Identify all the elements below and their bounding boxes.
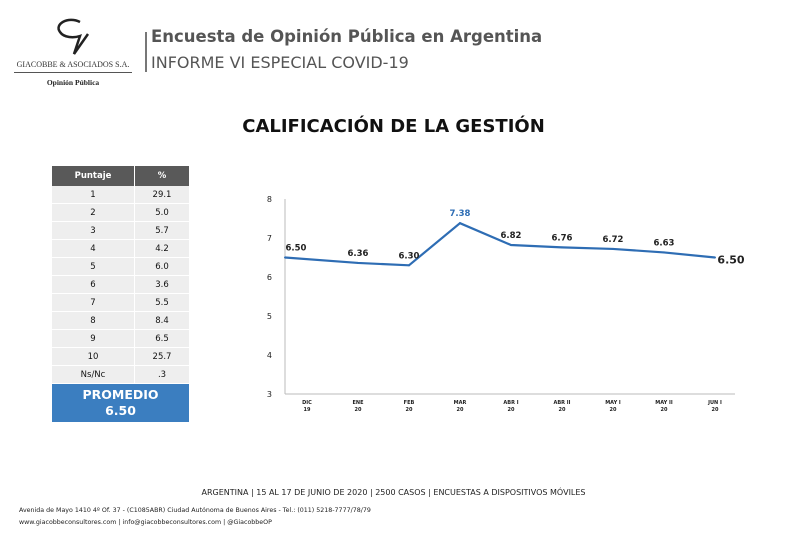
x-tick-label: JUN I xyxy=(707,400,722,406)
x-tick-label: 20 xyxy=(508,407,515,413)
score-cell: 5 xyxy=(52,257,135,276)
table-row: 4 4.2 xyxy=(52,239,190,258)
y-tick-label: 5 xyxy=(267,312,272,321)
header-divider xyxy=(145,32,147,72)
percent-cell: 8.4 xyxy=(134,311,190,330)
table-row: 2 5.0 xyxy=(52,203,190,222)
x-tick-label: 20 xyxy=(406,407,413,413)
score-cell: 1 xyxy=(52,186,135,204)
percent-cell: 25.7 xyxy=(134,347,190,366)
data-label: 6.76 xyxy=(552,233,573,243)
data-label: 6.63 xyxy=(654,238,675,248)
percent-cell: 5.5 xyxy=(134,293,190,312)
x-tick-label: FEB xyxy=(404,400,415,406)
table-row: Ns/Nc .3 xyxy=(52,365,190,384)
data-point xyxy=(357,261,359,264)
series-line xyxy=(284,221,716,267)
data-label: 6.72 xyxy=(603,235,624,245)
x-tick-label: 20 xyxy=(610,407,617,413)
x-tick-label: 20 xyxy=(355,407,362,413)
percent-cell: 5.7 xyxy=(134,221,190,240)
data-point xyxy=(510,244,512,247)
data-label: 6.50 xyxy=(286,244,307,254)
logo-icon xyxy=(57,18,90,55)
data-point xyxy=(408,264,410,267)
data-point xyxy=(561,246,563,249)
x-tick-label: MAY II xyxy=(655,400,673,406)
column-header-score: Puntaje xyxy=(52,166,135,186)
table-row: 7 5.5 xyxy=(52,293,190,312)
score-table: Puntaje % 1 29.1 2 5.0 3 5.7 4 4.2 5 6.0 6 3.6 7 5.5 8… xyxy=(52,166,190,423)
x-tick-label: ABR I xyxy=(503,400,518,406)
percent-cell: 3.6 xyxy=(134,275,190,294)
x-tick-label: MAR xyxy=(454,400,467,406)
logo-subtitle: Opinión Pública xyxy=(46,78,100,87)
percent-cell: .3 xyxy=(134,365,190,384)
data-label: 7.38 xyxy=(450,209,471,219)
score-cell: 3 xyxy=(52,221,135,240)
contact-links: www.giacobbeconsultores.com | info@giaco… xyxy=(19,519,272,526)
percent-cell: 4.2 xyxy=(134,239,190,258)
data-label: 6.30 xyxy=(399,251,420,261)
y-tick-label: 8 xyxy=(267,195,272,204)
y-tick-label: 6 xyxy=(267,273,272,282)
score-cell: 2 xyxy=(52,203,135,222)
table-row: 3 5.7 xyxy=(52,221,190,240)
score-cell: 7 xyxy=(52,293,135,312)
data-label: 6.82 xyxy=(501,231,522,241)
score-cell: Ns/Nc xyxy=(52,365,135,384)
logo-name: GIACOBBE & ASOCIADOS S.A. xyxy=(14,60,132,73)
table-row: 8 8.4 xyxy=(52,311,190,330)
data-point xyxy=(612,247,614,250)
y-tick-label: 3 xyxy=(267,390,272,399)
percent-cell: 5.0 xyxy=(134,203,190,222)
report-subtitle: INFORME VI ESPECIAL COVID-19 xyxy=(151,53,409,72)
table-row: 10 25.7 xyxy=(52,347,190,366)
data-label: 6.36 xyxy=(348,249,369,259)
data-point xyxy=(714,256,716,259)
data-point xyxy=(663,251,665,254)
x-tick-label: DIC xyxy=(302,400,312,406)
x-tick-label: 19 xyxy=(304,407,311,413)
table-row: 5 6.0 xyxy=(52,257,190,276)
table-row: 1 29.1 xyxy=(52,186,190,204)
column-header-percent: % xyxy=(134,166,190,186)
x-tick-label: 20 xyxy=(712,407,719,413)
x-tick-label: ABR II xyxy=(554,400,571,406)
address: Avenida de Mayo 1410 4º Of. 37 - (C1085A… xyxy=(19,507,371,514)
x-tick-label: MAY I xyxy=(605,400,621,406)
x-tick-label: 20 xyxy=(457,407,464,413)
y-tick-label: 7 xyxy=(267,234,272,243)
page-title: CALIFICACIÓN DE LA GESTIÓN xyxy=(242,116,545,137)
table-row: 6 3.6 xyxy=(52,275,190,294)
score-cell: 10 xyxy=(52,347,135,366)
report-title: Encuesta de Opinión Pública en Argentina xyxy=(151,27,543,46)
average-cell: PROMEDIO 6.50 xyxy=(52,383,190,423)
table-row: 9 6.5 xyxy=(52,329,190,348)
percent-cell: 6.0 xyxy=(134,257,190,276)
percent-cell: 29.1 xyxy=(134,186,190,204)
y-tick-label: 4 xyxy=(267,351,272,360)
x-tick-label: 20 xyxy=(661,407,668,413)
x-tick-label: ENE xyxy=(352,400,364,406)
data-point xyxy=(459,222,461,225)
score-cell: 9 xyxy=(52,329,135,348)
data-point xyxy=(284,256,286,259)
data-label: 6.50 xyxy=(717,254,744,267)
survey-info: ARGENTINA | 15 AL 17 DE JUNIO DE 2020 | … xyxy=(201,488,586,497)
score-cell: 4 xyxy=(52,239,135,258)
average-label: PROMEDIO xyxy=(82,387,159,402)
percent-cell: 6.5 xyxy=(134,329,190,348)
score-cell: 8 xyxy=(52,311,135,330)
average-value: 6.50 xyxy=(105,403,136,418)
x-tick-label: 20 xyxy=(559,407,566,413)
score-cell: 6 xyxy=(52,275,135,294)
